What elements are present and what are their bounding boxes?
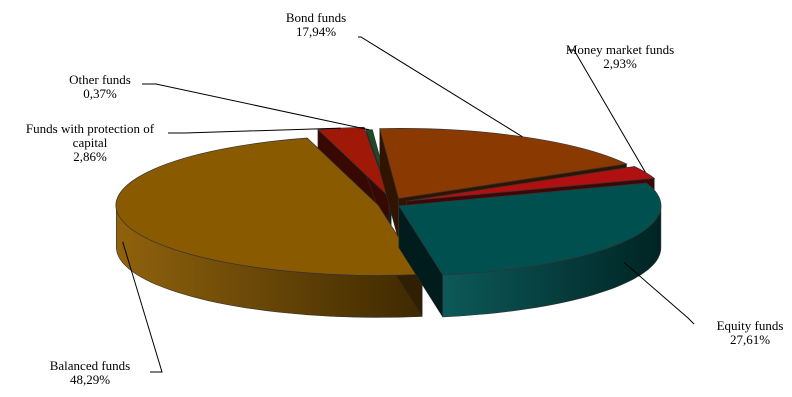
slice-label-equity-funds: Equity funds 27,61% [717,318,784,347]
slice-value-label: 0,37% [83,86,117,101]
slice-name-line: Equity funds [717,318,784,333]
slice-name-line: Balanced funds [50,358,131,373]
slice-label-money-market-funds: Money market funds 2,93% [566,42,674,71]
slice-name-line: Funds with protection of [26,121,155,136]
leader-line-funds-with-protection-of-capital [168,127,341,134]
slice-name-line: Bond funds [286,10,346,25]
slice-label-balanced-funds: Balanced funds 48,29% [50,358,131,387]
leader-line-bond-funds [358,36,523,138]
slice-labels: Equity funds 27,61% Balanced funds 48,29% Fu… [26,10,784,387]
leader-line-money-market-funds [568,49,646,173]
slice-value-label: 48,29% [70,372,110,387]
pie-slice-equity-funds [398,182,662,318]
slice-label-bond-funds: Bond funds 17,94% [286,10,346,39]
slice-value-label: 27,61% [730,332,770,347]
slice-label-other-funds: Other funds 0,37% [69,72,131,101]
slice-name-line: capital [73,135,108,150]
pie-slice-balanced-funds [115,137,423,318]
slice-value-label: 2,93% [603,56,637,71]
slice-value-label: 17,94% [296,24,336,39]
leader-line-equity-funds [623,262,695,325]
slice-name-line: Money market funds [566,42,674,57]
slice-name-line: Other funds [69,72,131,87]
leader-lines [122,36,695,373]
leader-line-balanced-funds [122,241,163,373]
pie-slices [115,126,662,318]
slice-label-funds-with-protection-of-capital: Funds with protection of capital 2,86% [26,121,155,164]
leader-line-other-funds [142,83,370,131]
slice-value-label: 2,86% [73,149,107,164]
